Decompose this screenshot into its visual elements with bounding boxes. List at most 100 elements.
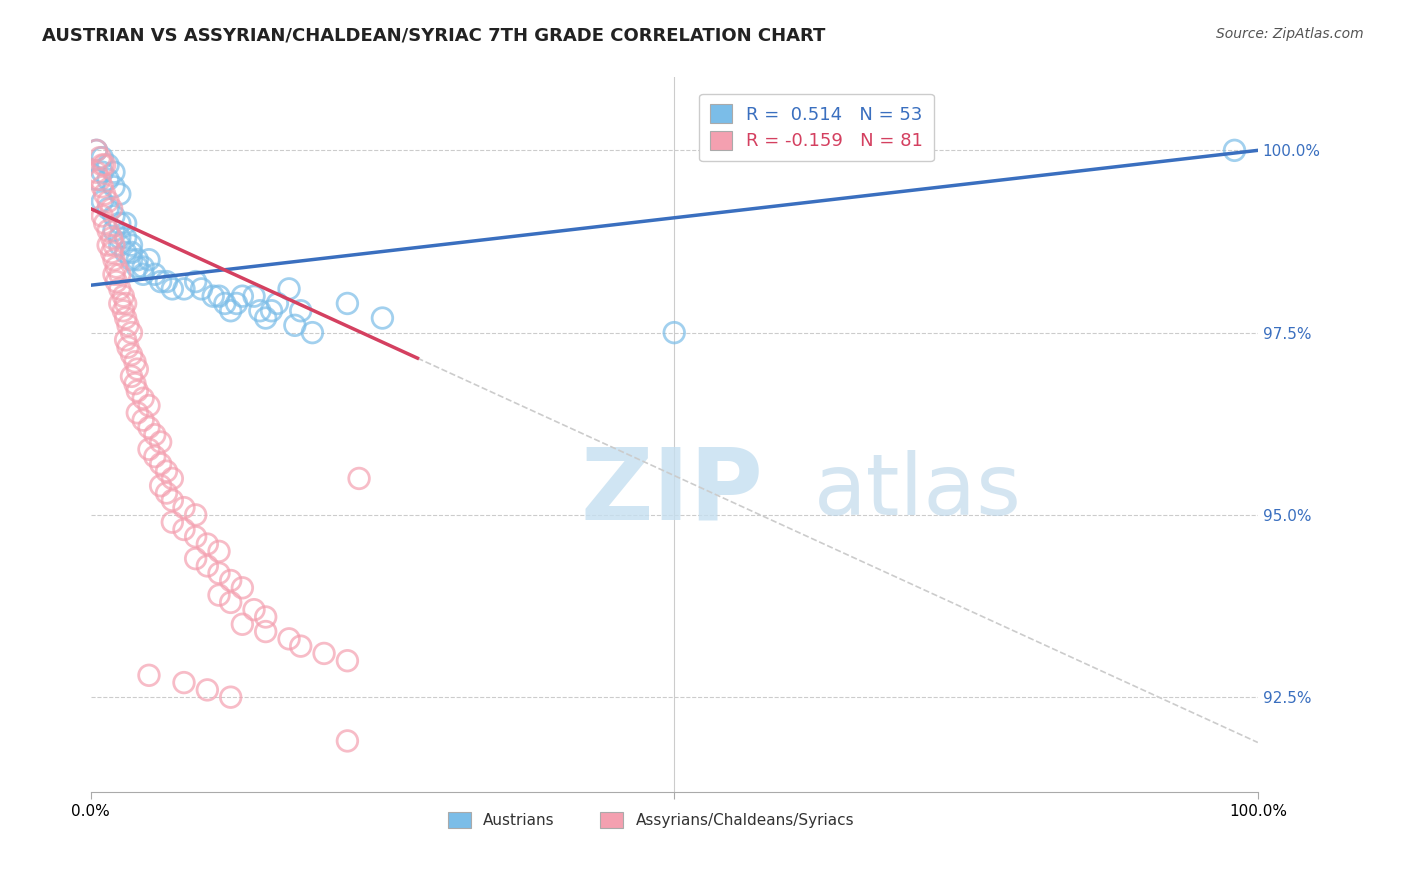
Point: [112, 303, 135, 318]
Point: [86, 144, 108, 158]
Point: [127, 252, 149, 267]
Point: [121, 369, 143, 384]
Point: [336, 734, 359, 748]
Point: [100, 202, 122, 216]
Point: [162, 282, 184, 296]
Point: [219, 574, 242, 588]
Point: [162, 471, 184, 485]
Point: [105, 260, 128, 274]
Point: [219, 595, 242, 609]
Point: [266, 296, 288, 310]
Point: [284, 318, 307, 333]
Point: [278, 282, 301, 296]
Point: [108, 216, 131, 230]
Point: [105, 275, 128, 289]
Point: [162, 493, 184, 508]
Point: [103, 209, 125, 223]
Point: [138, 442, 160, 457]
Point: [184, 275, 207, 289]
Point: [91, 179, 114, 194]
Point: [108, 296, 131, 310]
Point: [347, 471, 370, 485]
Point: [143, 268, 166, 282]
Point: [290, 639, 312, 653]
Point: [301, 326, 323, 340]
Point: [91, 165, 114, 179]
Point: [108, 238, 131, 252]
Point: [208, 588, 231, 602]
Point: [114, 245, 136, 260]
Point: [195, 558, 218, 573]
Point: [149, 275, 172, 289]
Point: [371, 311, 394, 326]
Point: [173, 500, 195, 515]
Point: [93, 187, 115, 202]
Point: [214, 296, 236, 310]
Point: [138, 420, 160, 434]
Point: [173, 523, 195, 537]
Point: [143, 450, 166, 464]
Point: [138, 399, 160, 413]
Point: [114, 231, 136, 245]
Point: [108, 282, 131, 296]
Point: [208, 544, 231, 558]
Point: [112, 289, 135, 303]
Point: [225, 296, 247, 310]
Point: [124, 355, 146, 369]
Point: [97, 202, 120, 216]
Point: [231, 617, 253, 632]
Point: [243, 603, 266, 617]
Point: [249, 303, 271, 318]
Point: [97, 172, 120, 186]
Point: [155, 275, 177, 289]
Point: [103, 165, 125, 179]
Point: [664, 326, 686, 340]
Point: [103, 179, 125, 194]
Point: [114, 333, 136, 347]
Point: [93, 216, 115, 230]
Point: [91, 209, 114, 223]
Point: [103, 268, 125, 282]
Point: [100, 231, 122, 245]
Point: [117, 340, 139, 354]
Point: [114, 311, 136, 326]
Text: Source: ZipAtlas.com: Source: ZipAtlas.com: [1216, 27, 1364, 41]
Point: [138, 252, 160, 267]
Point: [336, 296, 359, 310]
Text: atlas: atlas: [814, 450, 1022, 533]
Point: [132, 268, 155, 282]
Point: [254, 624, 277, 639]
Point: [97, 223, 120, 237]
Point: [89, 151, 111, 165]
Point: [195, 537, 218, 551]
Point: [184, 508, 207, 522]
Point: [127, 384, 149, 398]
Point: [336, 654, 359, 668]
Point: [103, 252, 125, 267]
Point: [184, 530, 207, 544]
Point: [86, 172, 108, 186]
Point: [114, 216, 136, 230]
Point: [231, 581, 253, 595]
Point: [219, 303, 242, 318]
Point: [108, 231, 131, 245]
Point: [108, 187, 131, 202]
Point: [208, 289, 231, 303]
Point: [108, 268, 131, 282]
Point: [173, 282, 195, 296]
Point: [97, 238, 120, 252]
Point: [121, 326, 143, 340]
Point: [91, 151, 114, 165]
Point: [86, 165, 108, 179]
Point: [190, 282, 212, 296]
Point: [1223, 144, 1246, 158]
Point: [121, 252, 143, 267]
Point: [162, 515, 184, 529]
Point: [91, 194, 114, 209]
Point: [290, 303, 312, 318]
Point: [155, 486, 177, 500]
Point: [97, 194, 120, 209]
Point: [231, 289, 253, 303]
Text: AUSTRIAN VS ASSYRIAN/CHALDEAN/SYRIAC 7TH GRADE CORRELATION CHART: AUSTRIAN VS ASSYRIAN/CHALDEAN/SYRIAC 7TH…: [42, 27, 825, 45]
Point: [149, 457, 172, 471]
